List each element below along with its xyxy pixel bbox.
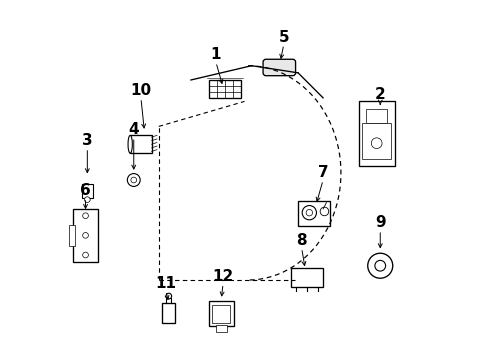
Circle shape — [84, 197, 90, 203]
Bar — [208, 80, 241, 98]
Bar — [216, 325, 226, 332]
Circle shape — [82, 233, 88, 238]
Circle shape — [320, 207, 328, 216]
Text: 1: 1 — [210, 48, 221, 63]
Circle shape — [370, 138, 381, 149]
FancyBboxPatch shape — [263, 59, 295, 76]
Bar — [208, 301, 233, 327]
Text: 7: 7 — [317, 165, 328, 180]
Text: 5: 5 — [278, 30, 288, 45]
Bar — [358, 102, 394, 166]
Bar — [130, 135, 151, 153]
Text: 8: 8 — [296, 233, 306, 248]
Bar — [212, 305, 230, 323]
Text: 10: 10 — [130, 83, 151, 98]
Bar — [365, 109, 386, 123]
Circle shape — [82, 252, 88, 258]
Circle shape — [127, 174, 140, 186]
Text: 6: 6 — [80, 183, 91, 198]
Text: 11: 11 — [155, 276, 176, 291]
Bar — [73, 208, 98, 262]
Bar — [362, 123, 390, 158]
Circle shape — [165, 293, 171, 299]
Circle shape — [302, 206, 316, 220]
Bar — [162, 303, 175, 323]
Circle shape — [82, 213, 88, 219]
Ellipse shape — [128, 135, 132, 153]
Text: 12: 12 — [212, 269, 233, 284]
Bar — [298, 202, 329, 226]
Circle shape — [131, 177, 136, 183]
Text: 9: 9 — [374, 215, 385, 230]
Text: 4: 4 — [128, 122, 139, 138]
Circle shape — [374, 260, 385, 271]
Circle shape — [367, 253, 392, 278]
Circle shape — [305, 210, 312, 216]
Bar — [290, 267, 323, 287]
Bar — [82, 184, 93, 198]
Bar — [69, 225, 75, 246]
Text: 3: 3 — [82, 133, 92, 148]
Text: 2: 2 — [374, 87, 385, 102]
